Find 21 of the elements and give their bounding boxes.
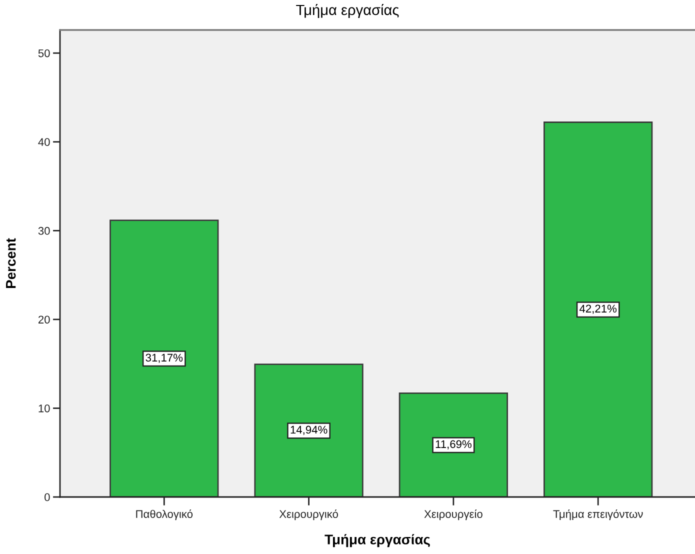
x-tick-label: Χειρουργικό (279, 510, 338, 520)
x-tick-label: Τμήμα επειγόντων (553, 509, 643, 520)
bar (254, 364, 364, 497)
data-label: 42,21% (580, 304, 617, 314)
x-axis-title: Τμήμα εργασίας (324, 534, 430, 548)
y-axis-title: Percent (6, 238, 16, 288)
y-tick-label: 30 (38, 226, 50, 235)
data-label: 31,17% (146, 354, 183, 363)
data-label: 11,69% (436, 440, 472, 450)
y-tick-label: 0 (44, 493, 50, 502)
bar (110, 220, 219, 497)
chart-title: Τμήμα εργασίας (296, 4, 399, 18)
x-tick-label: Παθολογικό (136, 509, 193, 520)
data-label: 14,94% (290, 426, 328, 435)
y-tick-label: 40 (38, 138, 50, 146)
y-tick-label: 10 (38, 404, 50, 412)
bar (398, 392, 508, 497)
bar (544, 122, 653, 497)
y-tick-label: 50 (38, 49, 50, 58)
x-tick-label: Χειρουργείο (424, 510, 482, 520)
y-tick-label: 20 (38, 316, 50, 324)
